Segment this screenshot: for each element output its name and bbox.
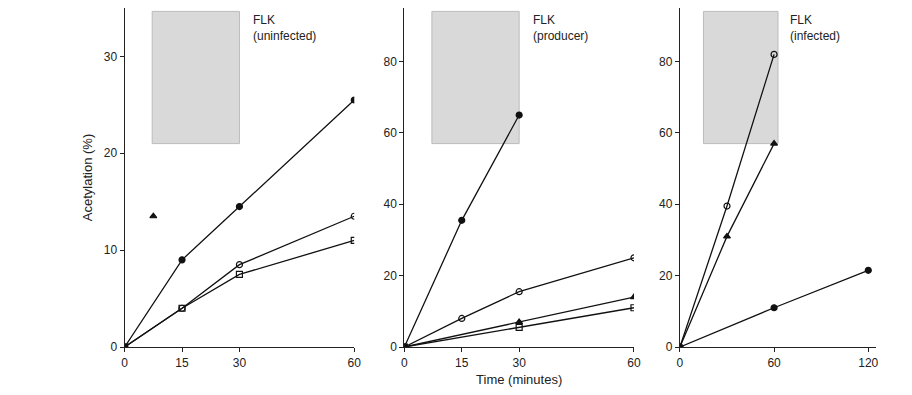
svg-text:FLK(infected): FLK(infected) xyxy=(790,13,840,43)
svg-text:20: 20 xyxy=(659,269,673,283)
svg-text:40: 40 xyxy=(659,197,673,211)
svg-text:FLK(uninfected): FLK(uninfected) xyxy=(253,13,316,43)
svg-text:20: 20 xyxy=(383,269,397,283)
svg-text:15: 15 xyxy=(455,356,469,370)
svg-text:Time (minutes): Time (minutes) xyxy=(476,372,562,387)
svg-text:0: 0 xyxy=(666,340,673,354)
svg-text:80: 80 xyxy=(383,55,397,69)
svg-text:15: 15 xyxy=(175,356,189,370)
svg-text:0: 0 xyxy=(390,340,397,354)
svg-text:60: 60 xyxy=(348,356,362,370)
svg-text:80: 80 xyxy=(659,55,673,69)
svg-text:30: 30 xyxy=(104,50,118,64)
svg-text:0: 0 xyxy=(110,340,117,354)
svg-text:60: 60 xyxy=(383,126,397,140)
svg-text:40: 40 xyxy=(383,197,397,211)
svg-text:30: 30 xyxy=(233,356,247,370)
svg-text:60: 60 xyxy=(659,126,673,140)
svg-text:Acetylation (%): Acetylation (%) xyxy=(80,134,95,221)
svg-text:0: 0 xyxy=(677,356,684,370)
svg-text:20: 20 xyxy=(104,146,118,160)
svg-text:60: 60 xyxy=(767,356,781,370)
svg-text:120: 120 xyxy=(858,356,878,370)
svg-text:10: 10 xyxy=(104,243,118,257)
svg-text:FLK(producer): FLK(producer) xyxy=(533,13,588,43)
svg-text:60: 60 xyxy=(627,356,641,370)
svg-text:30: 30 xyxy=(512,356,526,370)
svg-text:0: 0 xyxy=(401,356,408,370)
svg-text:0: 0 xyxy=(121,356,128,370)
